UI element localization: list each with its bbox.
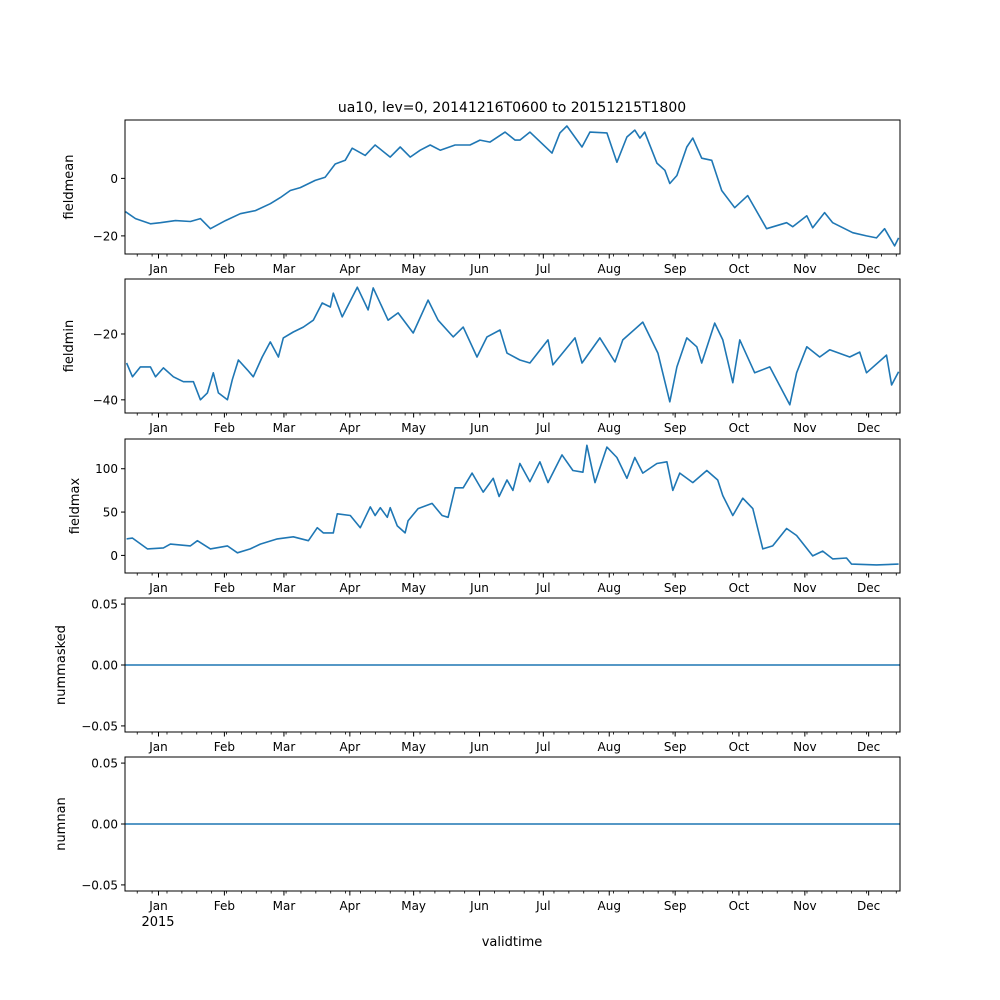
x-tick-label: Jul [535,421,550,435]
x-tick-label: Mar [273,581,296,595]
x-tick-label: Oct [729,899,750,913]
axes-frame [124,278,901,414]
x-tick-label: Nov [793,421,816,435]
x-tick-label: May [401,899,426,913]
x-tick-label: Feb [214,262,235,276]
x-axis-label: validtime [482,935,543,950]
chart-title: ua10, lev=0, 20141216T0600 to 20151215T1… [338,100,686,116]
x-tick-label: Dec [857,581,880,595]
y-axis-label: numnan [54,797,69,851]
y-axis-label: nummasked [54,625,69,705]
y-tick-label: 100 [95,462,118,476]
y-axis-label: fieldmax [68,478,83,535]
y-tick-label: 0.05 [91,757,118,771]
fieldmean-series-line [125,125,900,247]
y-tick-label: 50 [103,506,118,520]
axes-frame [124,438,901,574]
x-tick-label: Mar [273,421,296,435]
x-tick-label: Apr [339,581,360,595]
x-tick-label: Feb [214,421,235,435]
y-axis-label: fieldmin [62,320,77,373]
x-tick-label: Sep [664,899,687,913]
x-tick-label: Mar [273,740,296,754]
x-tick-label: Oct [729,262,750,276]
x-tick-label: Jul [535,262,550,276]
y-tick-label: 0.00 [91,818,118,832]
x-tick-label: Oct [729,581,750,595]
year-label: 2015 [141,915,174,930]
x-tick-label: Dec [857,421,880,435]
x-tick-label: Feb [214,581,235,595]
x-tick-label: May [401,421,426,435]
x-tick-label: Oct [729,740,750,754]
x-tick-label: May [401,262,426,276]
x-tick-label: Nov [793,581,816,595]
x-tick-label: Nov [793,899,816,913]
y-tick-label: −20 [93,229,118,243]
x-tick-label: Feb [214,899,235,913]
fieldmin-series-line [125,286,900,406]
axes-frame [124,119,901,255]
subplot-fieldmax: 100 50 0 fieldmax Jan Feb Mar Apr May Jun Jul Aug Se… [68,438,901,595]
x-tick-label: Apr [339,421,360,435]
y-tick-label: −0.05 [81,878,118,892]
x-tick-label: Jan [148,262,168,276]
x-tick-label: Aug [598,899,621,913]
x-tick-label: Jun [469,262,489,276]
x-tick-label: Sep [664,262,687,276]
x-tick-label: Jul [535,581,550,595]
x-tick-label: Mar [273,262,296,276]
x-tick-label: Dec [857,262,880,276]
x-tick-label: Jan [148,581,168,595]
x-tick-label: Jun [469,581,489,595]
x-tick-label: Jan [148,740,168,754]
x-tick-label: Aug [598,740,621,754]
subplot-fieldmean: 0 −20 fieldmean Jan Feb Mar Apr May Jun Jul Aug Sep… [62,119,901,276]
x-tick-label: Jul [535,740,550,754]
x-tick-label: Nov [793,740,816,754]
x-tick-label: Nov [793,262,816,276]
x-tick-label: Sep [664,581,687,595]
x-tick-label: May [401,740,426,754]
x-tick-label: Aug [598,421,621,435]
x-tick-label: Jan [148,899,168,913]
x-tick-label: Jul [535,899,550,913]
x-tick-label: Jun [469,740,489,754]
y-axis-label: fieldmean [62,155,77,220]
x-tick-label: Mar [273,899,296,913]
x-tick-label: Jan [148,421,168,435]
y-tick-label: 0 [110,172,118,186]
y-tick-label: 0 [110,549,118,563]
fieldmax-series-line [126,444,899,566]
x-tick-label: Dec [857,740,880,754]
subplot-numnan: 0.05 0.00 −0.05 numnan Jan Feb Mar Apr May Jun Jul… [54,756,901,913]
y-tick-label: 0.00 [91,659,118,673]
y-tick-label: −20 [93,327,118,341]
x-tick-label: Oct [729,421,750,435]
subplot-nummasked: 0.05 0.00 −0.05 nummasked Jan Feb Mar Apr May Jun… [54,597,901,754]
x-tick-label: Jun [469,899,489,913]
x-tick-label: Apr [339,740,360,754]
y-tick-label: −40 [93,393,118,407]
x-tick-label: Apr [339,899,360,913]
x-tick-label: Sep [664,421,687,435]
x-tick-label: Jun [469,421,489,435]
x-tick-label: Aug [598,581,621,595]
x-tick-label: Apr [339,262,360,276]
y-tick-label: 0.05 [91,598,118,612]
subplot-fieldmin: −20 −40 fieldmin Jan Feb Mar Apr May Jun Jul Aug Se… [62,278,901,435]
x-tick-label: Sep [664,740,687,754]
x-tick-label: Aug [598,262,621,276]
x-tick-label: Dec [857,899,880,913]
y-tick-label: −0.05 [81,719,118,733]
x-tick-label: Feb [214,740,235,754]
x-tick-label: May [401,581,426,595]
